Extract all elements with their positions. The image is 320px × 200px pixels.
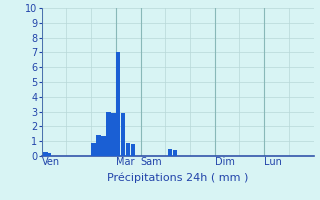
Bar [47,153,51,156]
X-axis label: Précipitations 24h ( mm ): Précipitations 24h ( mm ) [107,173,248,183]
Bar [173,150,177,156]
Bar [96,135,101,156]
Bar [116,52,121,156]
Bar [111,113,116,156]
Bar [106,112,111,156]
Bar [126,143,130,156]
Bar [121,113,125,156]
Bar [131,144,135,156]
Bar [168,149,172,156]
Bar [43,152,48,156]
Bar [91,143,96,156]
Bar [101,136,106,156]
